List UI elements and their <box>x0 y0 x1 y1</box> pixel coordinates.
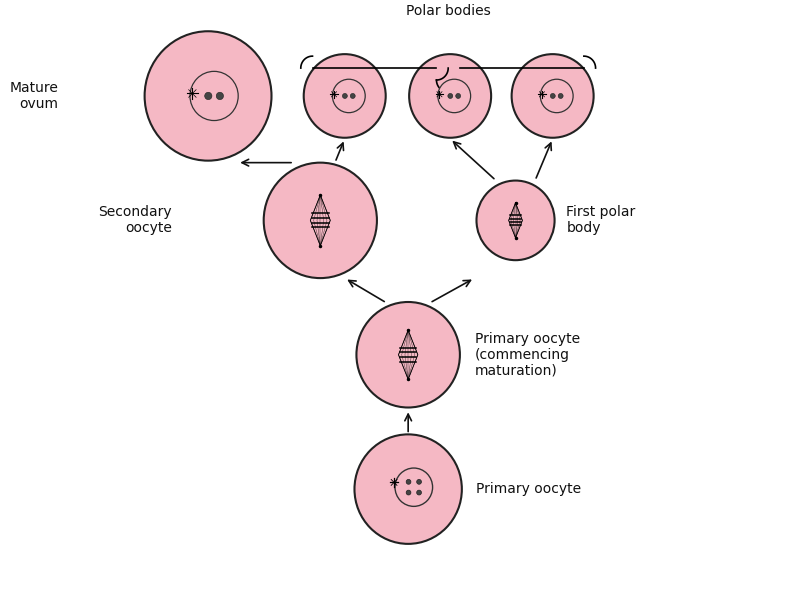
Circle shape <box>395 468 433 506</box>
Text: Secondary
oocyte: Secondary oocyte <box>98 205 172 235</box>
Circle shape <box>350 94 355 98</box>
Circle shape <box>333 79 366 113</box>
Circle shape <box>417 490 422 495</box>
Circle shape <box>409 54 491 138</box>
Circle shape <box>406 479 411 484</box>
Circle shape <box>558 94 563 98</box>
Text: Polar bodies: Polar bodies <box>406 4 490 19</box>
Text: First polar
body: First polar body <box>566 205 635 235</box>
Circle shape <box>456 94 461 98</box>
Circle shape <box>304 54 386 138</box>
Circle shape <box>417 479 422 484</box>
Text: Mature
ovum: Mature ovum <box>10 81 58 111</box>
Circle shape <box>540 79 573 113</box>
Circle shape <box>190 71 238 121</box>
Circle shape <box>145 31 271 161</box>
Circle shape <box>216 92 223 100</box>
Circle shape <box>550 94 555 98</box>
Circle shape <box>354 434 462 544</box>
Circle shape <box>448 94 453 98</box>
Circle shape <box>205 92 212 100</box>
Circle shape <box>342 94 347 98</box>
Circle shape <box>357 302 460 407</box>
Circle shape <box>438 79 470 113</box>
Text: Primary oocyte: Primary oocyte <box>477 482 582 496</box>
Text: Primary oocyte
(commencing
maturation): Primary oocyte (commencing maturation) <box>474 332 580 378</box>
Circle shape <box>512 54 594 138</box>
Circle shape <box>264 163 377 278</box>
Circle shape <box>406 490 411 495</box>
Circle shape <box>477 181 554 260</box>
